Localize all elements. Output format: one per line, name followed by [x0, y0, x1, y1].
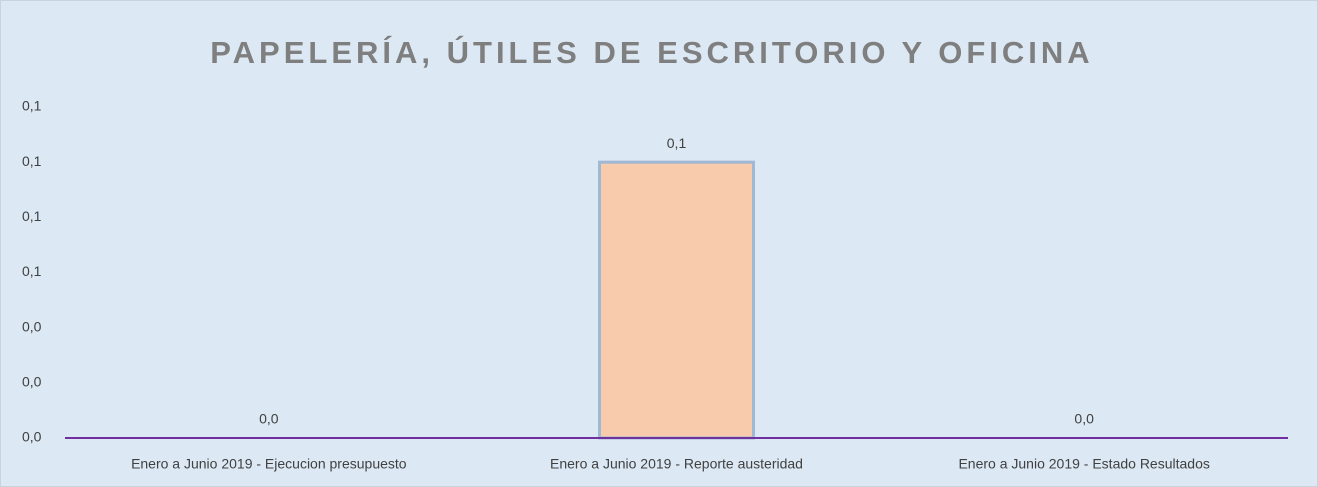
- x-tick-label: Enero a Junio 2019 - Reporte austeridad: [550, 456, 803, 472]
- x-tick-label: Enero a Junio 2019 - Ejecucion presupues…: [131, 456, 407, 472]
- x-tick-label: Enero a Junio 2019 - Estado Resultados: [958, 456, 1209, 472]
- bar: [598, 160, 755, 440]
- data-label: 0,1: [667, 135, 687, 151]
- y-tick-label: 0,0: [22, 374, 42, 390]
- y-tick-label: 0,1: [22, 208, 42, 224]
- y-tick-label: 0,0: [22, 318, 42, 334]
- data-label: 0,0: [1074, 411, 1094, 427]
- y-tick-label: 0,1: [22, 98, 42, 114]
- y-tick-label: 0,0: [22, 429, 42, 445]
- data-label: 0,0: [259, 411, 279, 427]
- chart-title: PAPELERÍA, ÚTILES DE ESCRITORIO Y OFICIN…: [210, 34, 1093, 70]
- y-tick-label: 0,1: [22, 263, 42, 279]
- y-tick-label: 0,1: [22, 153, 42, 169]
